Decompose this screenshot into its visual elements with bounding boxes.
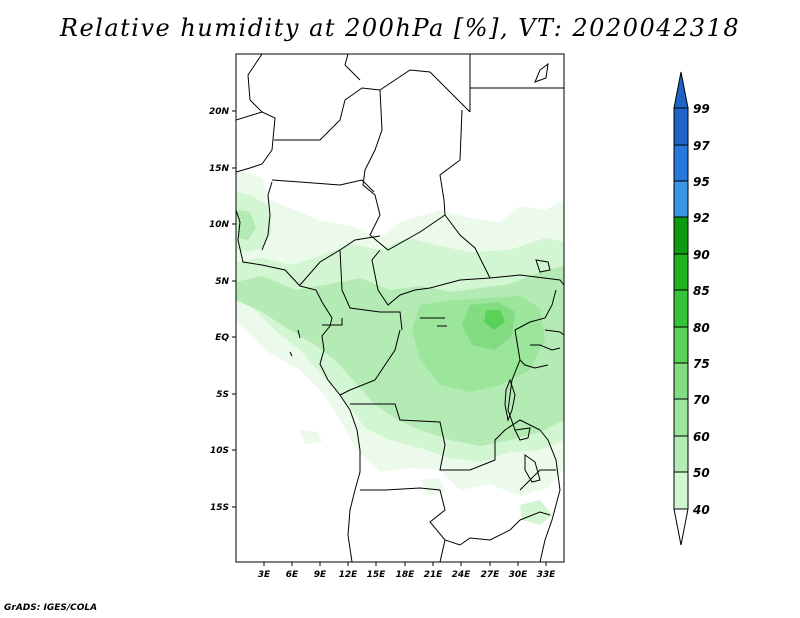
lon-label: 30E	[509, 570, 529, 580]
colorbar-swatch	[673, 289, 689, 328]
colorbar-label: 85	[693, 284, 710, 298]
lon-label: 9E	[314, 570, 327, 580]
humidity-shading	[236, 170, 564, 525]
colorbar-swatch	[673, 144, 689, 182]
colorbar-label: 90	[693, 248, 710, 262]
lat-label: 20N	[209, 107, 230, 117]
colorbar-swatch	[673, 180, 689, 218]
lon-label: 33E	[537, 570, 557, 580]
colorbar-label: 40	[692, 503, 710, 517]
colorbar-top-arrow	[673, 71, 689, 109]
lon-label: 24E	[452, 570, 472, 580]
lon-label: 21E	[424, 570, 444, 580]
colorbar-swatch	[673, 362, 689, 400]
lat-label: EQ	[215, 333, 229, 343]
map-frame	[235, 53, 565, 563]
colorbar-label: 92	[693, 211, 710, 225]
colorbar: 99 97 95 92 90 85 80 75 70 60 50 40	[673, 71, 710, 546]
colorbar-label: 75	[693, 357, 710, 371]
colorbar-label: 50	[693, 466, 710, 480]
country-borders	[236, 54, 564, 562]
colorbar-label: 95	[693, 175, 710, 189]
colorbar-swatch	[673, 326, 689, 364]
colorbar-swatch	[673, 107, 689, 146]
colorbar-label: 70	[693, 393, 710, 407]
lon-label: 6E	[286, 570, 299, 580]
colorbar-label: 97	[693, 139, 710, 153]
lon-label: 15E	[367, 570, 387, 580]
colorbar-label: 60	[693, 430, 710, 444]
lat-label: 10S	[210, 446, 229, 456]
map-title: Relative humidity at 200hPa [%], VT: 202…	[59, 14, 741, 42]
longitude-axis: 3E 6E 9E 12E 15E 18E 21E 24E 27E 30E 33E	[258, 562, 556, 580]
colorbar-label: 99	[693, 102, 710, 116]
latitude-axis: 20N 15N 10N 5N EQ 5S 10S 15S	[209, 107, 236, 513]
grads-credit: GrADS: IGES/COLA	[4, 603, 98, 613]
colorbar-label: 80	[693, 321, 710, 335]
colorbar-bottom-arrow	[673, 508, 689, 546]
lat-label: 10N	[209, 220, 230, 230]
lon-label: 12E	[339, 570, 359, 580]
lat-label: 5S	[216, 390, 229, 400]
colorbar-swatch	[673, 471, 689, 510]
lat-label: 15N	[209, 164, 230, 174]
lon-label: 27E	[481, 570, 501, 580]
colorbar-swatch	[673, 398, 689, 437]
colorbar-swatch	[673, 253, 689, 291]
lon-label: 18E	[396, 570, 416, 580]
lat-label: 15S	[210, 503, 229, 513]
colorbar-swatch	[673, 435, 689, 473]
lon-label: 3E	[258, 570, 271, 580]
lat-label: 5N	[215, 277, 229, 287]
colorbar-swatch	[673, 216, 689, 255]
